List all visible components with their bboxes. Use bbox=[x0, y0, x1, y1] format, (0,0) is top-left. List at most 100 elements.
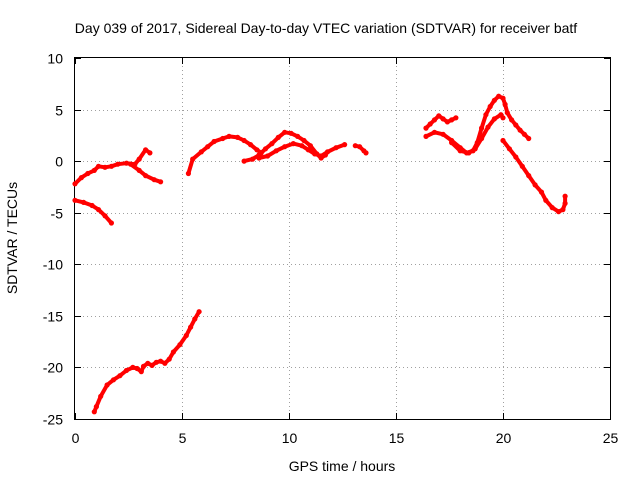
data-point bbox=[288, 130, 294, 136]
data-point bbox=[78, 175, 84, 181]
y-tick-label: -20 bbox=[43, 360, 63, 376]
series-arc-7 bbox=[256, 141, 348, 161]
y-axis-label: SDTVAR / TECUs bbox=[4, 182, 20, 294]
x-axis-label: GPS time / hours bbox=[289, 458, 396, 474]
x-tick-label: 10 bbox=[282, 430, 298, 446]
data-point bbox=[108, 163, 114, 169]
data-point bbox=[299, 143, 305, 149]
series-arc-4 bbox=[91, 309, 202, 415]
data-point bbox=[185, 170, 191, 177]
data-point bbox=[91, 409, 97, 415]
data-point bbox=[130, 364, 136, 370]
data-point bbox=[500, 115, 506, 121]
data-point bbox=[147, 150, 153, 156]
x-tick-label: 0 bbox=[72, 430, 80, 446]
data-point bbox=[273, 148, 279, 154]
data-point bbox=[307, 143, 313, 149]
data-point bbox=[318, 153, 324, 159]
data-point bbox=[123, 160, 129, 166]
series-arc-5 bbox=[185, 133, 264, 177]
data-point bbox=[500, 137, 506, 144]
data-point bbox=[235, 134, 241, 140]
data-point bbox=[423, 133, 429, 139]
series-arc-11 bbox=[449, 112, 506, 156]
data-point bbox=[472, 146, 478, 152]
x-tick-label: 15 bbox=[389, 430, 405, 446]
y-tick-label: 5 bbox=[55, 103, 63, 119]
data-point bbox=[423, 125, 429, 131]
data-point bbox=[89, 202, 95, 209]
data-point bbox=[220, 135, 226, 142]
data-point bbox=[487, 103, 493, 110]
series-line bbox=[186, 134, 264, 176]
data-point bbox=[562, 200, 568, 206]
data-point bbox=[247, 142, 254, 148]
x-tick-label: 25 bbox=[603, 430, 619, 446]
data-point bbox=[491, 116, 497, 122]
series-arc-8 bbox=[352, 143, 369, 156]
data-point bbox=[562, 193, 568, 199]
series-arc-12 bbox=[500, 137, 568, 215]
data-point bbox=[81, 199, 87, 205]
data-point bbox=[256, 155, 262, 161]
data-point bbox=[196, 309, 202, 315]
data-point bbox=[479, 125, 485, 131]
data-point bbox=[149, 362, 155, 368]
data-point bbox=[95, 163, 102, 169]
data-point bbox=[363, 150, 369, 156]
data-point bbox=[211, 138, 217, 145]
data-point bbox=[556, 209, 562, 215]
data-point bbox=[226, 133, 232, 139]
data-point bbox=[241, 137, 247, 144]
data-point bbox=[134, 365, 140, 372]
data-point bbox=[254, 147, 260, 153]
data-point bbox=[502, 101, 508, 107]
y-tick-label: -25 bbox=[43, 412, 63, 428]
series-arc-3 bbox=[72, 197, 114, 226]
data-point bbox=[143, 147, 149, 153]
data-point bbox=[532, 182, 538, 188]
data-point bbox=[431, 117, 438, 123]
data-point bbox=[177, 342, 183, 348]
data-point bbox=[262, 146, 269, 152]
data-point bbox=[166, 356, 172, 362]
data-point bbox=[110, 377, 117, 383]
data-point bbox=[496, 93, 502, 99]
data-point bbox=[140, 363, 147, 369]
data-point bbox=[519, 163, 525, 169]
data-point bbox=[91, 167, 97, 173]
data-point bbox=[102, 213, 108, 219]
data-point bbox=[449, 117, 455, 123]
data-point bbox=[275, 134, 281, 140]
data-point bbox=[526, 135, 532, 142]
data-point bbox=[282, 129, 288, 135]
data-point bbox=[151, 177, 157, 183]
data-point bbox=[324, 149, 331, 155]
data-point bbox=[192, 316, 198, 322]
data-point bbox=[158, 358, 164, 364]
data-point bbox=[128, 161, 134, 167]
y-tick-label: 0 bbox=[55, 154, 63, 170]
data-point bbox=[85, 170, 91, 177]
data-point bbox=[500, 95, 506, 101]
data-point bbox=[526, 173, 532, 179]
data-point bbox=[241, 158, 247, 164]
data-point bbox=[265, 153, 271, 159]
data-point bbox=[517, 127, 523, 133]
data-point bbox=[509, 117, 515, 123]
data-point bbox=[153, 359, 159, 365]
data-point bbox=[136, 167, 142, 173]
data-point bbox=[333, 145, 339, 151]
data-point bbox=[93, 404, 99, 410]
data-point bbox=[138, 369, 144, 375]
data-point bbox=[72, 181, 78, 187]
data-series bbox=[72, 93, 568, 415]
data-point bbox=[342, 142, 348, 148]
data-point bbox=[466, 150, 472, 156]
data-point bbox=[427, 121, 433, 127]
data-point bbox=[250, 156, 256, 162]
data-point bbox=[108, 220, 114, 226]
data-point bbox=[198, 149, 204, 155]
data-point bbox=[136, 156, 142, 162]
